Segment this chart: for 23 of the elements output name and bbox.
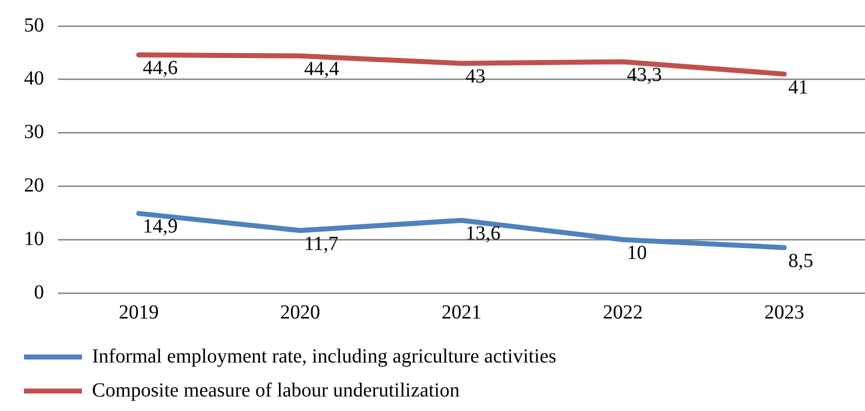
data-label: 44,6	[142, 57, 178, 80]
data-label: 44,4	[304, 58, 340, 80]
legend-label: Composite measure of labour underutilization	[92, 379, 460, 402]
data-label: 43,3	[626, 64, 662, 86]
x-tick-label: 2023	[764, 301, 804, 324]
data-label: 8,5	[788, 250, 814, 272]
legend-label: Informal employment rate, including agriculture activities	[92, 345, 557, 368]
data-label: 13,6	[466, 222, 500, 245]
y-tick-label: 30	[24, 121, 44, 144]
x-tick-label: 2021	[442, 301, 482, 324]
y-tick-label: 50	[24, 14, 44, 36]
x-tick-label: 2019	[118, 301, 159, 324]
y-tick-label: 20	[24, 174, 44, 196]
y-tick-label: 0	[34, 281, 44, 304]
y-tick-label: 40	[24, 68, 44, 90]
data-label: 14,9	[142, 216, 178, 238]
y-tick-label: 10	[24, 228, 44, 250]
data-label: 41	[788, 76, 808, 98]
data-label: 43	[466, 66, 486, 88]
data-label: 11,7	[304, 232, 338, 255]
x-tick-label: 2020	[280, 301, 320, 324]
data-label: 10	[626, 242, 647, 264]
x-tick-label: 2022	[602, 301, 643, 324]
